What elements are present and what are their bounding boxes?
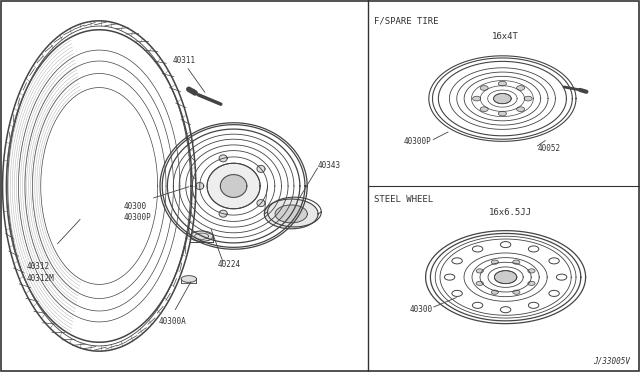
Circle shape [499, 81, 506, 86]
Text: J/33005V: J/33005V [593, 356, 630, 365]
Circle shape [529, 302, 539, 308]
Polygon shape [219, 155, 227, 162]
Circle shape [516, 107, 525, 112]
Polygon shape [275, 205, 307, 223]
Circle shape [476, 269, 483, 273]
Text: 16x4T: 16x4T [492, 32, 519, 41]
Circle shape [549, 258, 559, 264]
Circle shape [480, 86, 488, 90]
Text: 40300: 40300 [410, 305, 433, 314]
Polygon shape [219, 210, 227, 217]
Polygon shape [196, 183, 204, 189]
Polygon shape [257, 166, 265, 172]
Circle shape [529, 246, 539, 252]
Circle shape [472, 96, 481, 101]
Polygon shape [220, 174, 247, 198]
Circle shape [516, 86, 525, 90]
Circle shape [444, 274, 455, 280]
Text: 40224: 40224 [218, 260, 241, 269]
Text: 40311: 40311 [173, 56, 196, 65]
Polygon shape [190, 231, 213, 241]
Circle shape [500, 307, 511, 313]
Circle shape [513, 260, 520, 264]
Circle shape [480, 107, 488, 112]
Text: 40052: 40052 [538, 144, 561, 153]
Circle shape [476, 281, 483, 285]
Circle shape [493, 93, 511, 104]
Circle shape [513, 290, 520, 294]
Circle shape [549, 291, 559, 296]
Circle shape [472, 302, 483, 308]
Circle shape [528, 281, 535, 285]
Circle shape [499, 111, 506, 116]
Text: 40300
40300P: 40300 40300P [124, 202, 151, 222]
Text: 40300P: 40300P [403, 137, 431, 146]
Circle shape [452, 258, 462, 264]
Text: 40312
40312M: 40312 40312M [27, 262, 54, 283]
Polygon shape [257, 200, 265, 206]
Circle shape [492, 290, 499, 294]
Circle shape [472, 246, 483, 252]
Text: F/SPARE TIRE: F/SPARE TIRE [374, 17, 439, 26]
Circle shape [528, 269, 535, 273]
Text: 16x6.5JJ: 16x6.5JJ [489, 208, 532, 217]
Text: 40300A: 40300A [159, 317, 186, 326]
Polygon shape [207, 163, 260, 209]
Circle shape [556, 274, 567, 280]
Circle shape [495, 271, 517, 283]
Circle shape [492, 260, 499, 264]
Circle shape [452, 291, 462, 296]
Text: STEEL WHEEL: STEEL WHEEL [374, 195, 433, 204]
Circle shape [524, 96, 532, 101]
Circle shape [500, 241, 511, 248]
Text: 40343: 40343 [318, 161, 341, 170]
Polygon shape [181, 276, 196, 282]
Polygon shape [264, 199, 318, 229]
